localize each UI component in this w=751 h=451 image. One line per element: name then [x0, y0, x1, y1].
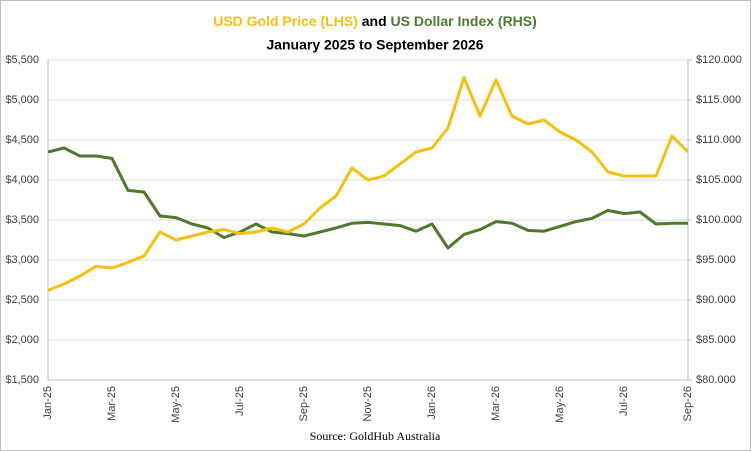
chart-title: USD Gold Price (LHS) and US Dollar Index…	[213, 13, 537, 29]
y2-tick-label: $80.000	[696, 374, 736, 386]
y-tick-label: $5,500	[5, 54, 39, 66]
x-tick-label: Jul-25	[234, 386, 246, 416]
x-tick-label: Jan-25	[42, 386, 54, 420]
title-connector: and	[362, 13, 387, 29]
series-line	[47, 146, 688, 250]
y-tick-label: $1,500	[5, 374, 39, 386]
y-tick-label: $2,500	[5, 294, 39, 306]
source: Source: GoldHub Australia	[310, 429, 441, 443]
x-tick-label: Sep-25	[298, 386, 310, 421]
x-tick-label: Sep-26	[682, 386, 694, 421]
series-line	[47, 76, 690, 292]
y2-tick-label: $120.000	[696, 54, 742, 66]
x-tick-label: May-26	[554, 386, 566, 423]
y-tick-label: $4,500	[5, 134, 39, 146]
chart-subtitle: January 2025 to September 2026	[266, 37, 483, 53]
y-tick-label: $4,000	[5, 174, 39, 186]
x-tick-label: Mar-26	[490, 386, 502, 421]
x-tick-label: Jan-26	[426, 386, 438, 420]
x-tick-label: Nov-25	[362, 386, 374, 421]
y2-tick-label: $95.000	[696, 254, 736, 266]
y-tick-label: $3,500	[5, 214, 39, 226]
x-tick-label: Jul-26	[618, 386, 630, 416]
y-tick-label: $3,000	[5, 254, 39, 266]
x-tick-label: Mar-25	[106, 386, 118, 421]
x-tick-label: May-25	[170, 386, 182, 423]
y2-tick-label: $85.000	[696, 334, 736, 346]
y2-tick-label: $100.000	[696, 214, 742, 226]
y-tick-label: $2,000	[5, 334, 39, 346]
y2-tick-label: $110.000	[696, 134, 741, 146]
title-dollar: US Dollar Index (RHS)	[391, 13, 537, 29]
title-gold: USD Gold Price (LHS)	[213, 13, 358, 29]
y2-tick-label: $115.000	[696, 94, 741, 106]
y-tick-label: $5,000	[5, 94, 39, 106]
y2-tick-label: $90.000	[696, 294, 736, 306]
y2-tick-label: $105.000	[696, 174, 742, 186]
